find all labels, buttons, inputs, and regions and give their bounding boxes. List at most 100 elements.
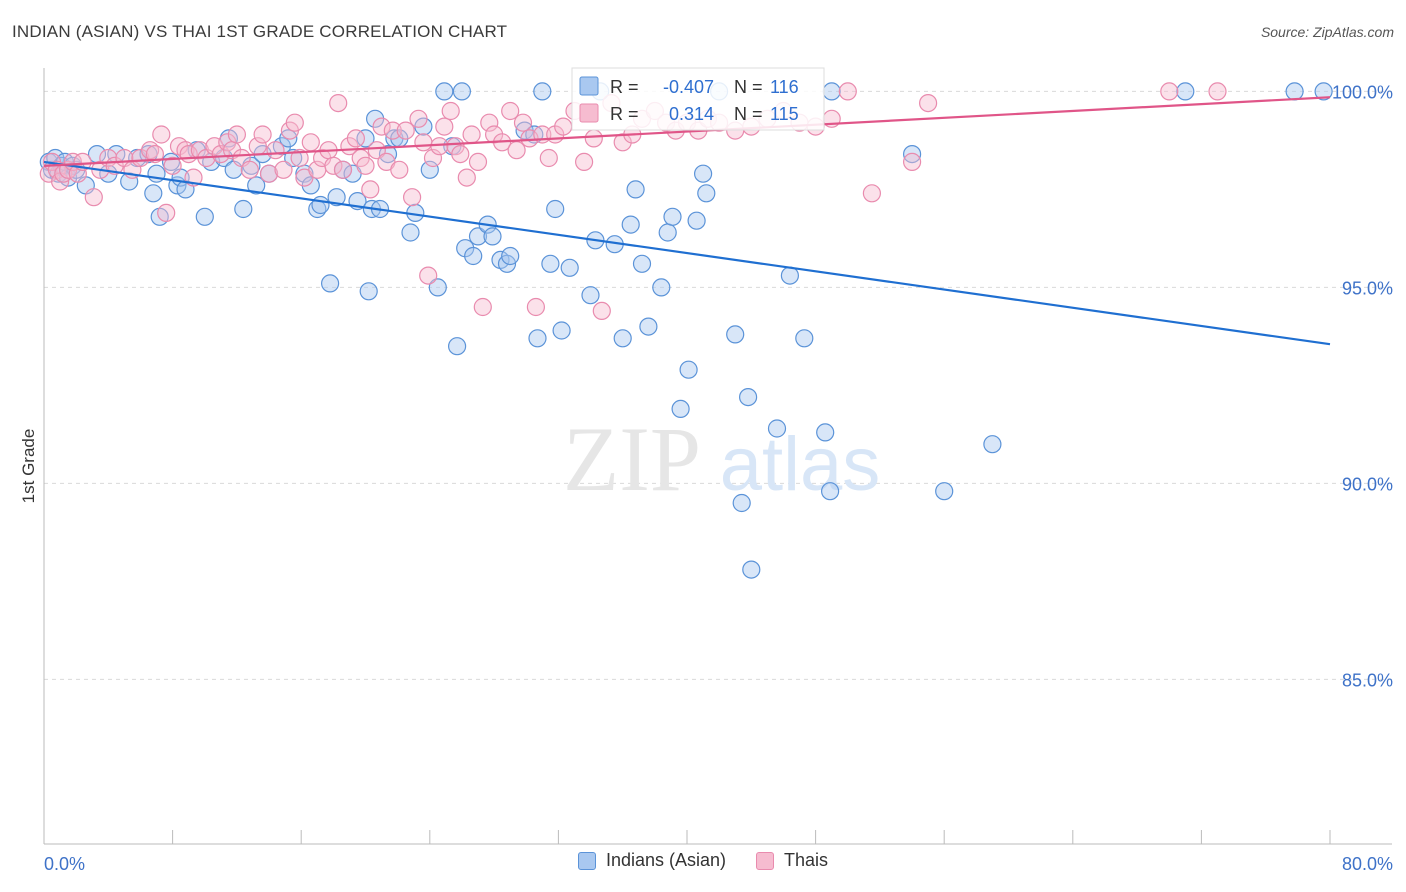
point-indians-asian-87 [639,317,658,336]
stats-r-value-2: 0.314 [669,104,714,124]
point-indians-asian-102 [780,266,800,285]
legend-swatch-pink [756,851,775,870]
point-indians-asian-59 [435,82,454,101]
point-indians-asian-110 [1176,82,1195,101]
stats-n-label-1: N = [734,77,763,97]
point-thais-73 [468,152,488,171]
point-indians-asian-58 [428,278,447,297]
point-thais-63 [414,133,433,152]
point-indians-asian-89 [658,223,677,242]
stats-n-value-2: 115 [770,104,799,124]
point-thais-20 [163,156,182,175]
point-indians-asian-106 [822,82,841,101]
x-tick-labels: 0.0% 80.0% [44,854,1393,874]
point-indians-asian-97 [726,325,745,344]
point-indians-asian-101 [767,419,787,438]
point-thais-60 [396,121,415,140]
point-thais-89 [584,129,603,148]
point-thais-19 [157,203,176,222]
legend-label-thais: Thais [784,850,829,870]
stats-r-value-1: -0.407 [663,77,714,97]
point-indians-asian-111 [1285,82,1304,101]
point-thais-59 [390,160,409,179]
legend-label-indians-asian: Indians (Asian) [605,850,727,870]
point-indians-asian-57 [420,160,439,179]
point-indians-asian-99 [738,388,758,407]
stats-n-label-2: N = [734,104,763,124]
point-thais-51 [346,129,365,148]
point-thais-110 [862,184,882,203]
point-thais-53 [356,156,375,175]
point-indians-asian-103 [795,329,814,348]
point-thais-40 [285,113,304,132]
point-thais-54 [361,180,380,199]
point-thais-55 [367,141,386,160]
point-thais-7 [68,164,87,183]
point-thais-28 [211,145,230,164]
point-indians-asian-46 [356,129,375,148]
point-thais-17 [145,145,164,164]
point-thais-15 [131,148,150,168]
point-indians-asian-93 [687,211,706,230]
point-indians-asian-40 [311,195,330,215]
legend-item-indians-asian[interactable]: Indians (Asian) [577,850,727,871]
point-thais-66 [430,137,449,156]
point-thais-35 [253,125,272,144]
y-axis-label: 1st Grade [19,429,38,504]
point-indians-asian-108 [935,482,954,501]
point-indians-asian-42 [327,188,346,207]
y-tick-label-3: 100.0% [1332,82,1393,102]
point-thais-43 [301,133,320,152]
trend-line-indians-asian [43,160,1331,346]
point-thais-36 [259,164,279,183]
point-indians-asian-77 [552,321,571,340]
point-indians-asian-104 [816,423,835,442]
point-indians-asian-83 [613,329,632,348]
point-thais-61 [403,188,422,207]
point-thais-112 [918,93,938,113]
point-indians-asian-54 [401,223,420,242]
point-thais-64 [419,266,438,285]
y-tick-label-2: 95.0% [1342,278,1393,298]
watermark-atlas: atlas [720,422,881,507]
y-tick-label-1: 90.0% [1342,474,1393,494]
point-indians-asian-95 [697,184,716,203]
legend-item-thais[interactable]: Thais [756,850,828,871]
point-thais-31 [227,125,246,144]
point-thais-37 [266,141,285,160]
point-thais-41 [290,148,309,168]
legend-swatch-blue [577,851,596,870]
watermark: ZIP atlas [563,408,880,510]
stats-n-value-1: 116 [770,77,799,97]
point-indians-asian-107 [902,145,922,164]
point-indians-asian-78 [560,258,579,277]
point-indians-asian-91 [671,399,690,418]
point-indians-asian-74 [533,82,552,101]
point-indians-asian-73 [528,329,547,348]
point-indians-asian-75 [541,254,560,273]
point-indians-asian-85 [626,180,645,199]
point-thais-86 [554,117,573,136]
stats-swatch-pink [579,103,599,123]
point-indians-asian-47 [359,282,378,301]
stats-box: R = -0.407 N = 116 R = 0.314 N = 115 [571,67,825,131]
point-thais-62 [409,109,428,128]
point-indians-asian-105 [820,482,840,501]
point-indians-asian-98 [732,493,751,513]
point-indians-asian-86 [632,254,652,273]
point-indians-asian-31 [247,176,266,195]
trend-line-thais [43,96,1331,167]
point-indians-asian-76 [546,199,565,219]
x-tick-label-0: 0.0% [44,854,85,874]
point-thais-33 [240,160,259,179]
legend: Indians (Asian) Thais [0,850,1406,871]
point-thais-9 [84,188,103,207]
axes [43,68,1392,845]
point-indians-asian-94 [693,164,713,183]
point-indians-asian-16 [144,184,163,203]
point-thais-65 [423,148,443,168]
point-thais-56 [372,117,391,136]
point-thais-114 [1208,82,1227,101]
point-thais-18 [152,125,171,144]
